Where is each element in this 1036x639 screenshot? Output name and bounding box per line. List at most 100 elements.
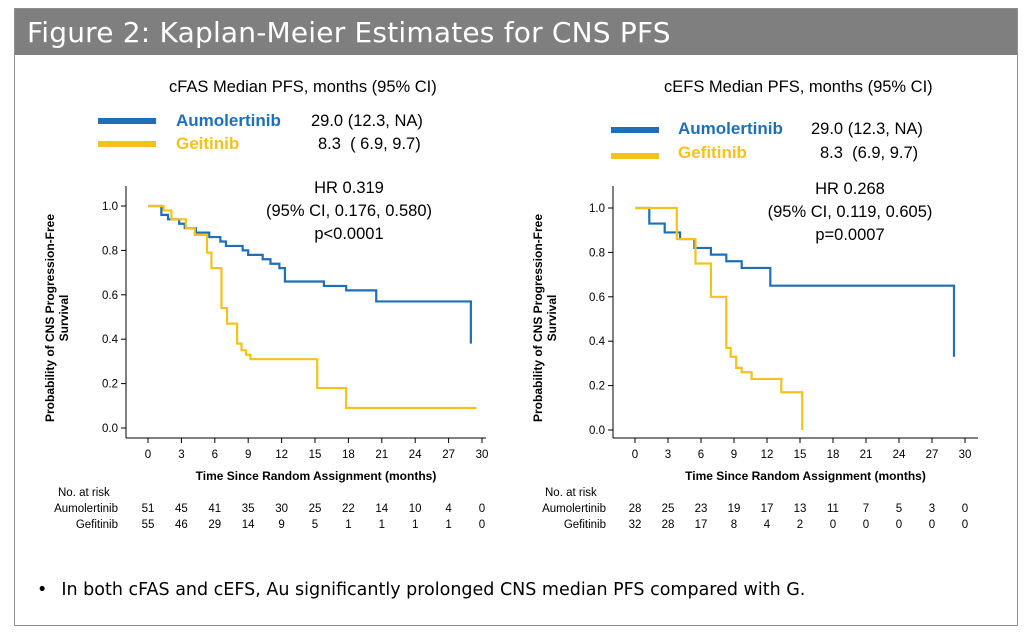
panel-1-legend-aumolertinib-value: 29.0 (12.3, NA)	[311, 112, 423, 130]
risk-cell: 10	[408, 503, 422, 515]
risk-row-label: Gefitinib	[75, 519, 118, 531]
risk-cell: 25	[661, 503, 675, 515]
panel-2-legend-gefitinib-value: 8.3 (6.9, 9.7)	[820, 144, 919, 162]
x-tick-label: 27	[442, 449, 455, 461]
risk-cell: 1	[345, 519, 352, 531]
x-tick-label: 21	[860, 449, 873, 461]
y-tick-label: 0.8	[102, 245, 118, 257]
risk-cell: 5	[311, 519, 319, 531]
bullet-text: In both cFAS and cEFS, Au significantly …	[61, 580, 806, 600]
risk-cell: 32	[628, 519, 642, 531]
panel-1-legend-aumolertinib-swatch	[98, 118, 156, 124]
risk-cell: 0	[829, 519, 837, 531]
x-tick-label: 15	[309, 449, 322, 461]
y-tick-label: 0.2	[589, 381, 605, 393]
km-plot-cfas: 0.0 0.2 0.4 0.6 0.8 1.0 0 3 6 9 12 15 18 21 24 27 30 Time…	[43, 186, 488, 483]
risk-cell: 14	[241, 519, 255, 531]
x-tick-label: 12	[761, 449, 774, 461]
panel-2-legend-aumolertinib-swatch	[611, 127, 659, 133]
bullet-dot: •	[37, 580, 48, 600]
risk-cell: 0	[961, 503, 969, 515]
risk-cell: 5	[895, 503, 903, 515]
x-tick-label: 0	[632, 449, 638, 461]
risk-cell: 28	[661, 519, 675, 531]
y-tick-label: 0.0	[102, 423, 118, 435]
risk-cell: 0	[478, 519, 486, 531]
risk-cell: 9	[278, 519, 285, 531]
risk-cell: 22	[341, 503, 355, 515]
risk-cell: 1	[411, 519, 419, 531]
panel-2-hr: HR 0.268	[815, 180, 885, 198]
y-tick-label: 0.2	[102, 379, 118, 391]
risk-table-header: No. at risk	[58, 487, 110, 499]
risk-cell: 41	[208, 503, 222, 515]
y-tick-label: 1.0	[589, 203, 605, 215]
panel-1-legend-gefitinib-value: 8.3 ( 6.9, 9.7)	[318, 135, 421, 153]
panel-1-legend-aumolertinib-name: Aumolertinib	[176, 111, 281, 130]
x-tick-label: 30	[476, 449, 489, 461]
risk-cell: 0	[928, 519, 936, 531]
risk-cell: 8	[730, 519, 738, 531]
risk-cell: 0	[478, 503, 486, 515]
panel-2-legend-gefitinib-name: Gefitinib	[678, 143, 747, 162]
risk-cell: 3	[928, 503, 936, 515]
y-tick-label: 0.4	[589, 336, 606, 348]
x-tick-label: 18	[342, 449, 355, 461]
x-tick-label: 30	[959, 449, 972, 461]
risk-cell: 2	[796, 519, 804, 531]
risk-cell: 11	[827, 503, 839, 515]
x-tick-label: 6	[698, 449, 704, 461]
risk-cell: 35	[241, 503, 255, 515]
y-tick-label: 0.8	[589, 247, 605, 259]
summary-bullet: • In both cFAS and cEFS, Au significantly…	[37, 580, 805, 600]
y-axis-label-line1: Probability of CNS Progression-Free	[531, 214, 545, 422]
risk-cell: 7	[862, 503, 870, 515]
risk-cell: 1	[378, 519, 385, 531]
km-curve-gefitinib	[635, 206, 804, 430]
panel-2-ci: (95% CI, 0.119, 0.605)	[767, 203, 933, 221]
panel-2-legend-aumolertinib-value: 29.0 (12.3, NA)	[811, 120, 923, 138]
panel-1-ci: (95% CI, 0.176, 0.580)	[265, 202, 432, 220]
y-tick-label: 1.0	[102, 201, 118, 213]
x-axis-label: Time Since Random Assignment (months)	[685, 469, 926, 483]
y-tick-label: 0.6	[102, 290, 118, 302]
risk-cell: 30	[275, 503, 288, 515]
risk-cell: 55	[141, 519, 155, 531]
x-tick-label: 3	[665, 449, 671, 461]
y-tick-label: 0.6	[589, 292, 605, 304]
risk-table-header: No. at risk	[545, 487, 597, 499]
x-tick-label: 9	[245, 449, 251, 461]
y-tick-label: 0.0	[589, 425, 605, 437]
risk-row-label: Aumolertinib	[542, 503, 606, 515]
figure-title: Figure 2: Kaplan-Meier Estimates for CNS…	[27, 16, 671, 49]
risk-cell: 0	[895, 519, 903, 531]
figure-frame: Figure 2: Kaplan-Meier Estimates for CNS…	[14, 8, 1018, 626]
x-tick-label: 6	[212, 449, 218, 461]
risk-cell: 4	[763, 519, 771, 531]
risk-cell: 13	[793, 503, 807, 515]
risk-cell: 25	[308, 503, 322, 515]
risk-cell: 0	[862, 519, 870, 531]
risk-cell: 4	[445, 503, 452, 515]
x-tick-label: 21	[375, 449, 388, 461]
x-tick-label: 24	[893, 449, 906, 461]
risk-cell: 51	[141, 503, 155, 515]
x-tick-label: 15	[794, 449, 807, 461]
risk-cell: 46	[174, 519, 188, 531]
panel-1-legend-gefitinib-swatch	[98, 141, 156, 147]
panel-1-heading: cFAS Median PFS, months (95% CI)	[169, 78, 437, 96]
risk-row-label: Aumolertinib	[54, 503, 118, 515]
km-curve-aumolertinib	[635, 206, 956, 357]
km-plot-cefs: 0.0 0.2 0.4 0.6 0.8 1.0 0 3 6 9 12 15 18 21 24 27 30 Time…	[531, 186, 978, 483]
km-curve-gefitinib	[148, 204, 477, 410]
risk-cell: 19	[727, 503, 741, 515]
panel-2-legend-gefitinib-swatch	[611, 153, 659, 159]
x-tick-label: 9	[731, 449, 737, 461]
x-tick-label: 18	[827, 449, 840, 461]
risk-cell: 23	[694, 503, 708, 515]
x-tick-label: 12	[275, 449, 288, 461]
panel-1-hr: HR 0.319	[314, 179, 384, 197]
risk-row-label: Gefitinib	[563, 519, 606, 531]
risk-cell: 29	[208, 519, 222, 531]
